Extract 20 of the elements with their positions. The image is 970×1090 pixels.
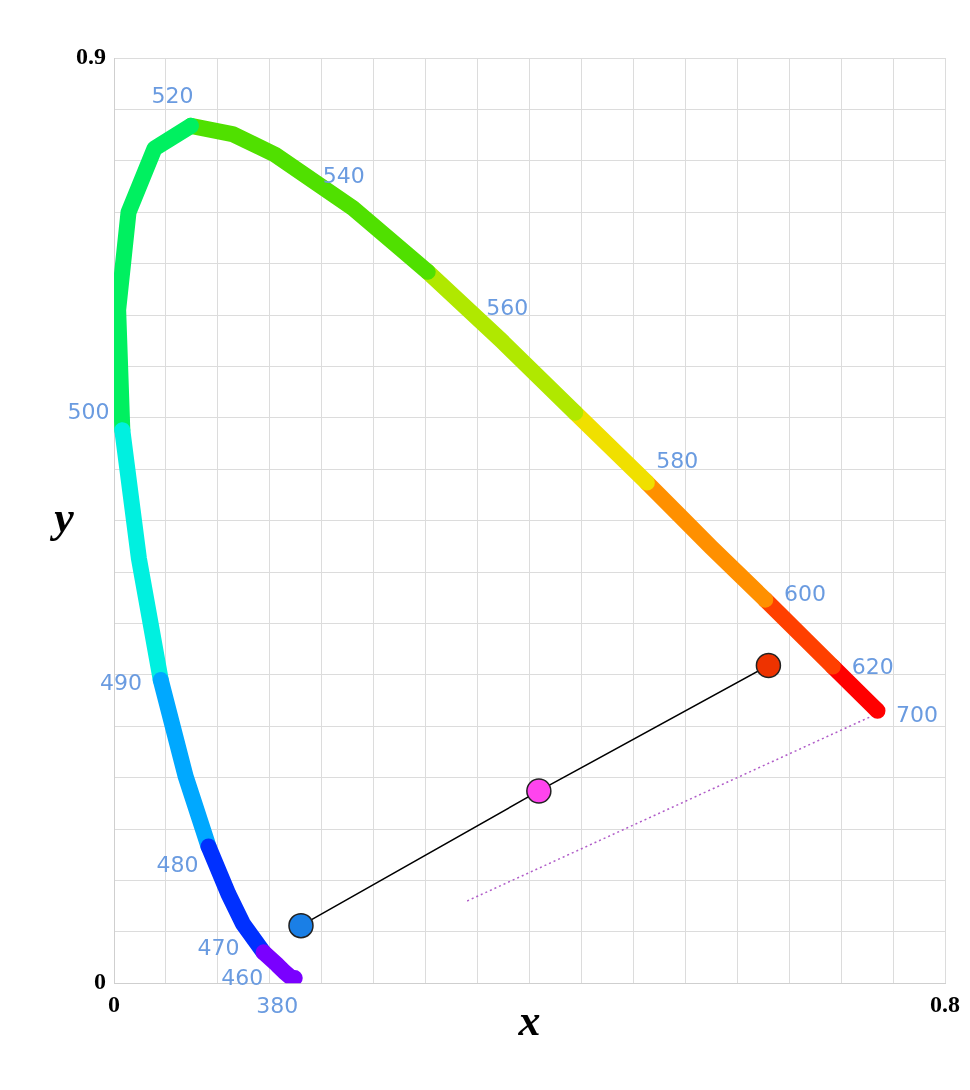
annotation: 480: [156, 852, 199, 878]
annotation: 580: [656, 447, 699, 473]
annotation: 620: [851, 654, 894, 680]
annotation: 460: [221, 965, 264, 991]
annotation: 490: [100, 669, 143, 695]
annotation: 500: [67, 398, 110, 424]
annotation: 540: [322, 162, 365, 188]
point: [288, 912, 314, 939]
x-tick-label: 0.8: [930, 990, 960, 1017]
annotation: 560: [486, 294, 529, 320]
x-axis-title: x: [517, 995, 541, 1045]
y-axis-title: y: [49, 492, 75, 542]
point: [755, 652, 782, 679]
y-tick-label: 0.9: [76, 43, 106, 70]
annotation: 470: [197, 934, 240, 960]
annotation: 380: [256, 992, 299, 1018]
annotation: 520: [151, 83, 194, 109]
annotation: 600: [783, 580, 826, 606]
annotation: 700: [895, 701, 938, 727]
point: [526, 778, 552, 804]
